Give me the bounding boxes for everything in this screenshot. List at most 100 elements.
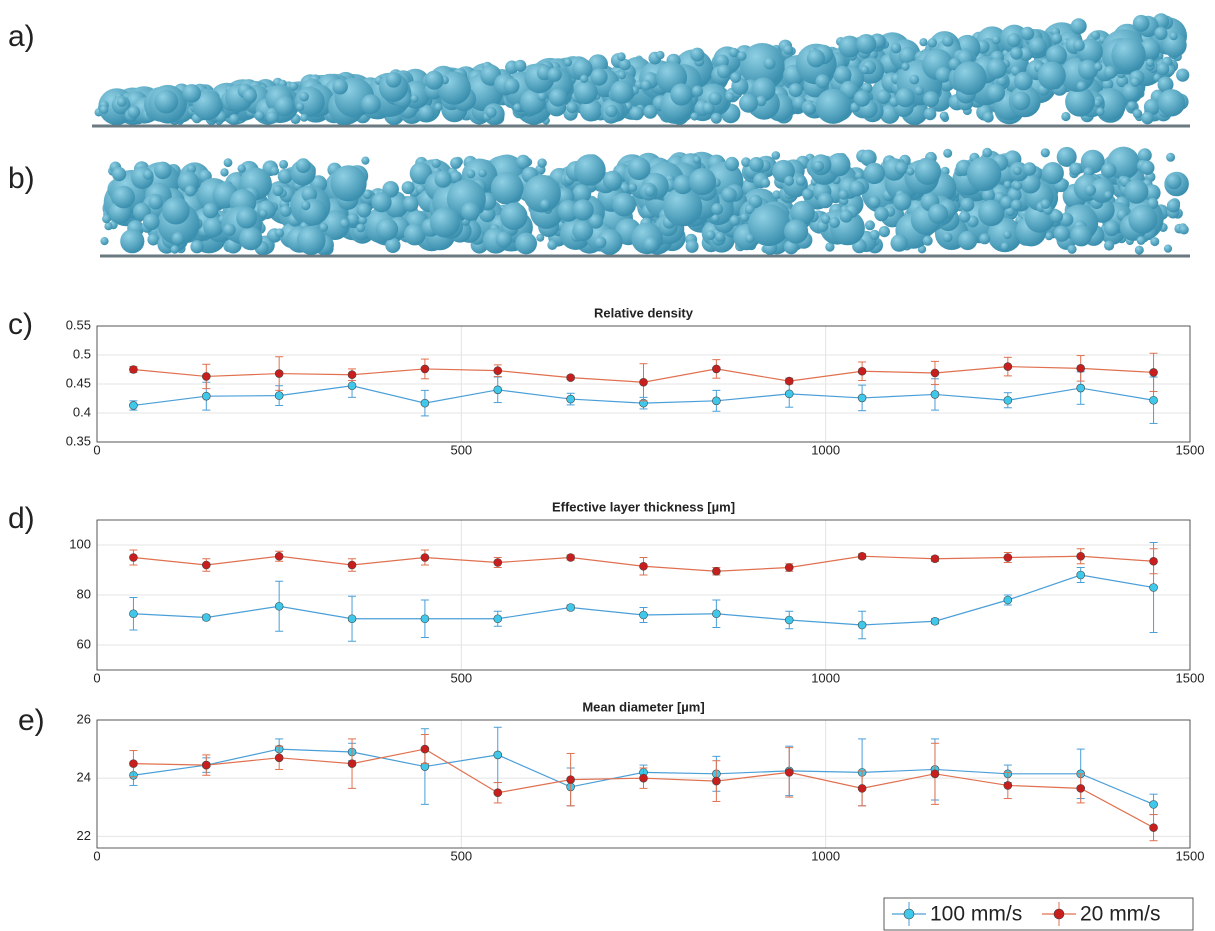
particle [376, 218, 398, 240]
chart-title: Relative density [594, 305, 694, 320]
particle [1179, 225, 1189, 235]
particle [928, 38, 937, 47]
marker [494, 751, 502, 759]
particle [1135, 246, 1144, 255]
particle [982, 148, 992, 158]
particle [1051, 33, 1062, 44]
particle [1133, 15, 1150, 32]
marker [785, 390, 793, 398]
particle [1158, 89, 1185, 116]
particle [987, 58, 1007, 78]
particle [896, 88, 915, 107]
panel-label: b) [8, 162, 35, 195]
y-tick-label: 80 [77, 586, 91, 601]
marker [421, 745, 429, 753]
marker [931, 770, 939, 778]
particle [804, 103, 816, 115]
particle [656, 51, 665, 60]
x-tick-label: 500 [450, 670, 472, 685]
particle [693, 156, 701, 164]
particle [730, 72, 741, 83]
particle [725, 157, 739, 171]
particle [612, 193, 636, 217]
particle [711, 203, 723, 215]
particle [120, 229, 144, 253]
particle-images [92, 13, 1190, 256]
particle [891, 43, 902, 54]
marker [202, 392, 210, 400]
particle [332, 79, 348, 95]
panel-label: c) [8, 308, 33, 341]
particle [715, 232, 725, 242]
marker [348, 382, 356, 390]
particle [1140, 161, 1154, 175]
particle [280, 205, 292, 217]
particle [979, 233, 990, 244]
particle [923, 91, 939, 107]
particle [644, 185, 655, 196]
particle [478, 169, 486, 177]
marker [640, 774, 648, 782]
marker [129, 554, 137, 562]
particle [1028, 37, 1046, 55]
particle [914, 86, 924, 96]
particle [869, 196, 881, 208]
particle [692, 86, 703, 97]
particle [992, 36, 1001, 45]
particle [856, 34, 876, 54]
particle [540, 199, 550, 209]
particle [670, 83, 692, 105]
particle [1071, 18, 1087, 34]
particle [796, 176, 806, 186]
particle [514, 60, 526, 72]
particle [1038, 62, 1066, 90]
particle [802, 189, 813, 200]
particle [879, 226, 890, 237]
particle [895, 162, 908, 175]
particle [603, 171, 622, 190]
particle [840, 210, 853, 223]
particle [618, 71, 626, 79]
marker [1150, 368, 1158, 376]
particle [641, 80, 652, 91]
particle [1167, 199, 1180, 212]
marker [1004, 596, 1012, 604]
particle [574, 154, 606, 186]
particle [605, 105, 617, 117]
particle [1146, 59, 1154, 67]
particle [580, 75, 588, 83]
particle [574, 80, 598, 104]
figure: a) b) c) d) e) 0500100015000.350.40.450.… [0, 0, 1215, 931]
particle [739, 94, 758, 113]
particle [162, 197, 190, 225]
marker [275, 602, 283, 610]
particle [549, 88, 567, 106]
marker [494, 367, 502, 375]
x-tick-label: 1000 [811, 442, 840, 457]
particle [238, 164, 246, 172]
particle [513, 103, 521, 111]
particle [854, 90, 871, 107]
marker [129, 610, 137, 618]
y-tick-label: 22 [77, 828, 91, 843]
particle [259, 209, 267, 217]
particle [295, 87, 325, 117]
particle [203, 203, 219, 219]
marker [129, 366, 137, 374]
particle [1104, 221, 1120, 237]
particle [628, 157, 651, 180]
particle [504, 78, 520, 94]
marker [567, 554, 575, 562]
y-tick-label: 0.35 [66, 433, 91, 448]
particle [749, 157, 764, 172]
particle [1069, 163, 1082, 176]
particle [953, 61, 987, 95]
particle [1104, 191, 1112, 199]
particle [500, 203, 527, 230]
particle [983, 112, 994, 123]
marker [931, 390, 939, 398]
particle [630, 106, 644, 120]
particle [432, 159, 441, 168]
marker [1004, 396, 1012, 404]
marker [275, 370, 283, 378]
